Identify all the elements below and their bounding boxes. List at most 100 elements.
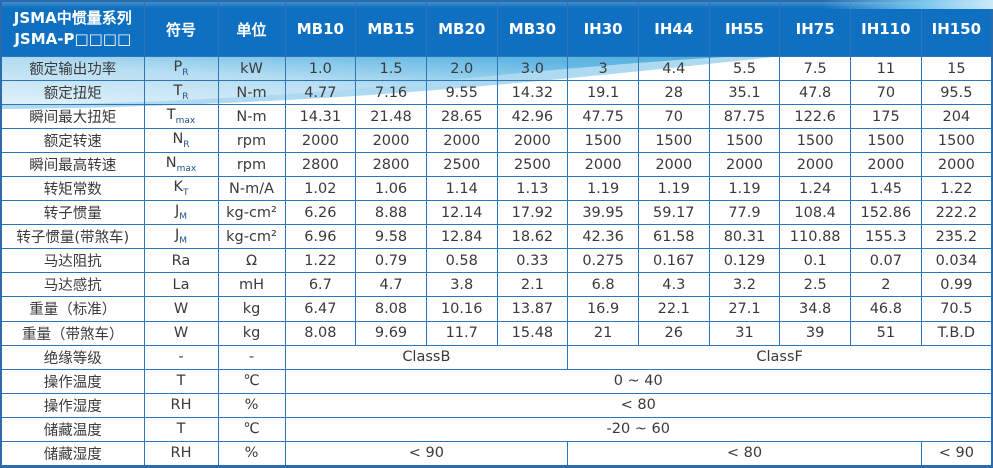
model-header-ih75: IH75 xyxy=(779,0,851,57)
symbol-subscript: T xyxy=(183,188,189,199)
row-unit: kg-cm² xyxy=(217,200,286,226)
value-cell: 51 xyxy=(850,320,922,346)
value-cell: 2500 xyxy=(425,152,498,178)
table-row: 额定转速 NR rpm 2000 2000 2000 2000 1500 1500 1500 150… xyxy=(0,128,993,154)
value-cell: 39 xyxy=(779,320,851,346)
symbol-base: P xyxy=(173,59,183,76)
merged-value-cell: < 90 xyxy=(284,440,569,468)
value-cell: 108.4 xyxy=(779,200,851,226)
value-cell: 175 xyxy=(850,104,922,130)
row-symbol: Tmax xyxy=(143,104,219,130)
table-row: 操作温度 T ℃ 0 ~ 40 xyxy=(0,368,993,394)
row-label: 瞬间最高转速 xyxy=(0,152,145,178)
table-row: 瞬间最大扭矩 Tmax N-m 14.31 21.48 28.65 42.96 47.75 70… xyxy=(0,104,993,130)
value-cell: 2000 xyxy=(567,152,639,178)
row-label: 储藏湿度 xyxy=(0,440,145,468)
value-cell: 1.22 xyxy=(920,176,993,202)
model-header-mb20: MB20 xyxy=(425,0,498,57)
value-cell: 0.034 xyxy=(920,248,993,274)
value-cell: 70 xyxy=(850,80,922,106)
row-unit: kg xyxy=(217,296,286,322)
merged-value-cell: < 80 xyxy=(284,392,993,418)
value-cell: 2000 xyxy=(425,128,498,154)
value-cell: 1.14 xyxy=(425,176,498,202)
value-cell: 1.06 xyxy=(355,176,427,202)
row-label: 转矩常数 xyxy=(0,176,145,202)
value-cell: 12.14 xyxy=(425,200,498,226)
merged-value-cell: < 80 xyxy=(567,440,922,468)
value-cell: 1.24 xyxy=(779,176,851,202)
value-cell: 59.17 xyxy=(637,200,710,226)
value-cell: 1.19 xyxy=(567,176,639,202)
value-cell: 9.69 xyxy=(355,320,427,346)
row-unit: % xyxy=(217,392,286,418)
value-cell: 22.1 xyxy=(637,296,710,322)
row-unit: kg xyxy=(217,320,286,346)
value-cell: 1.02 xyxy=(284,176,357,202)
value-cell: 110.88 xyxy=(779,224,851,250)
value-cell: 0.1 xyxy=(779,248,851,274)
row-label: 马达阻抗 xyxy=(0,248,145,274)
row-symbol: RH xyxy=(143,392,219,418)
merged-value-cell: -20 ~ 60 xyxy=(284,416,993,442)
value-cell: 0.275 xyxy=(567,248,639,274)
symbol-base: W xyxy=(173,325,189,342)
symbol-base: N xyxy=(165,155,177,172)
value-cell: 3 xyxy=(567,55,639,82)
row-label: 瞬间最大扭矩 xyxy=(0,104,145,130)
row-unit: % xyxy=(217,440,286,468)
row-unit: ℃ xyxy=(217,416,286,442)
value-cell: 4.7 xyxy=(355,272,427,298)
symbol-base: RH xyxy=(170,445,192,462)
symbol-base: J xyxy=(174,203,180,220)
value-cell: 2000 xyxy=(920,152,993,178)
value-cell: 16.9 xyxy=(567,296,639,322)
table-row: 转子惯量 JM kg-cm² 6.26 8.88 12.14 17.92 39.95 59.17… xyxy=(0,200,993,226)
symbol-base: RH xyxy=(170,397,192,414)
symbol-subscript: R xyxy=(182,92,189,103)
value-cell: 2000 xyxy=(496,128,569,154)
merged-value-cell: ClassF xyxy=(567,344,993,370)
row-label: 转子惯量 xyxy=(0,200,145,226)
value-cell: 39.95 xyxy=(567,200,639,226)
row-symbol: TR xyxy=(143,80,219,106)
value-cell: T.B.D xyxy=(920,320,993,346)
value-cell: 1.5 xyxy=(355,55,427,82)
model-header-ih55: IH55 xyxy=(708,0,781,57)
symbol-column-header: 符号 xyxy=(143,0,219,57)
value-cell: 3.2 xyxy=(708,272,781,298)
row-label: 操作温度 xyxy=(0,368,145,394)
value-cell: 47.8 xyxy=(779,80,851,106)
merged-value-cell: 0 ~ 40 xyxy=(284,368,993,394)
value-cell: 3.0 xyxy=(496,55,569,82)
value-cell: 10.16 xyxy=(425,296,498,322)
value-cell: 6.8 xyxy=(567,272,639,298)
value-cell: 2000 xyxy=(779,152,851,178)
model-header-mb10: MB10 xyxy=(284,0,357,57)
value-cell: 9.58 xyxy=(355,224,427,250)
value-cell: 2800 xyxy=(355,152,427,178)
table-row: 绝缘等级 - - ClassB ClassF xyxy=(0,344,993,370)
value-cell: 27.1 xyxy=(708,296,781,322)
row-symbol: Nmax xyxy=(143,152,219,178)
value-cell: 35.1 xyxy=(708,80,781,106)
row-symbol: T xyxy=(143,368,219,394)
value-cell: 31 xyxy=(708,320,781,346)
symbol-base: T xyxy=(176,421,186,438)
row-symbol: - xyxy=(143,344,219,370)
value-cell: 4.4 xyxy=(637,55,710,82)
series-title: JSMA中惯量系列 JSMA-P□□□□ xyxy=(0,0,145,57)
row-unit: ℃ xyxy=(217,368,286,394)
symbol-subscript: M xyxy=(179,212,188,223)
value-cell: 21 xyxy=(567,320,639,346)
symbol-base: T xyxy=(176,373,186,390)
row-label: 操作湿度 xyxy=(0,392,145,418)
model-header-ih150: IH150 xyxy=(920,0,993,57)
value-cell: 11.7 xyxy=(425,320,498,346)
value-cell: 18.62 xyxy=(496,224,569,250)
value-cell: 87.75 xyxy=(708,104,781,130)
value-cell: 61.58 xyxy=(637,224,710,250)
merged-value-cell: < 90 xyxy=(920,440,993,468)
